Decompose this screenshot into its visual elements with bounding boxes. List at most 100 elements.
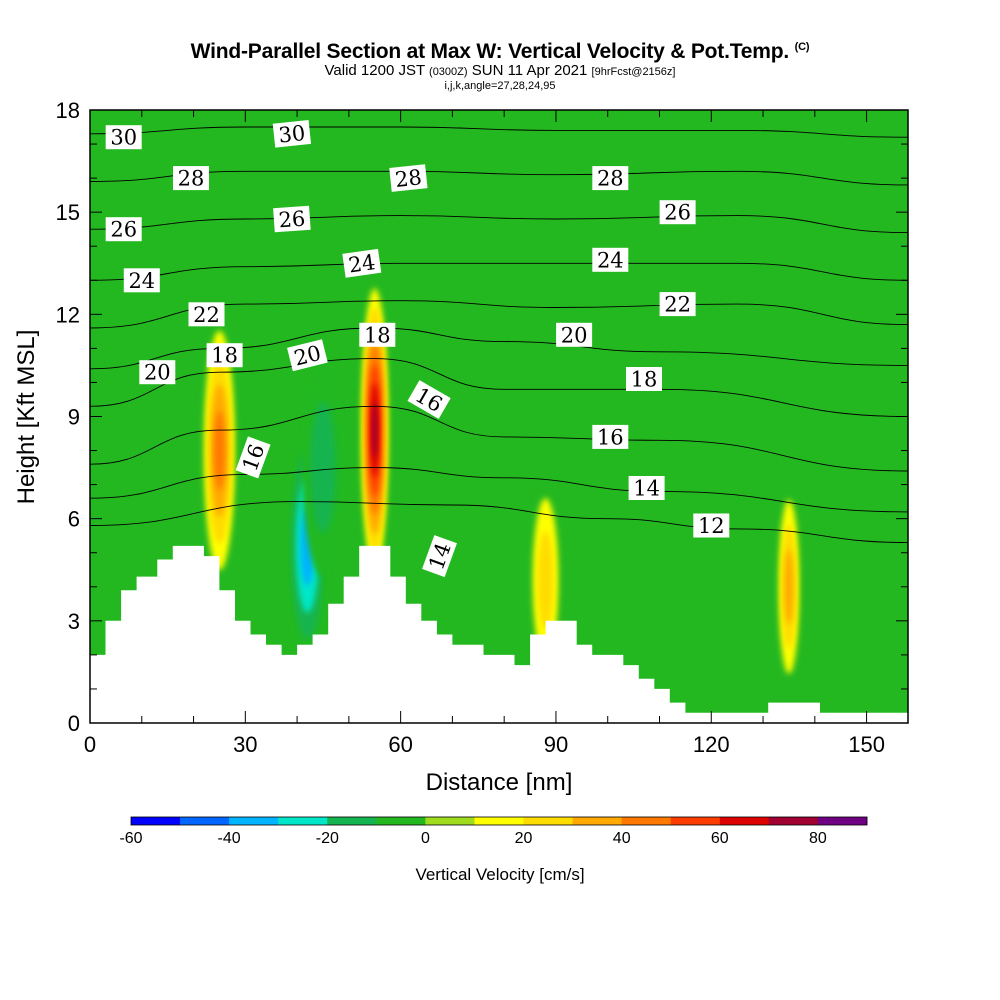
colorbar-segment [327, 817, 377, 825]
x-tick-label: 0 [84, 732, 96, 757]
colorbar-tick-label: 20 [515, 830, 533, 847]
colorbar-tick-label: -60 [119, 830, 142, 847]
isentrope-label-text: 18 [631, 368, 658, 392]
x-tick-label: 150 [848, 732, 885, 757]
y-tick-label: 0 [68, 711, 80, 736]
isentrope-label: 28 [592, 166, 629, 191]
isentrope-label-text: 24 [597, 248, 624, 272]
valid-date: SUN 11 Apr 2021 [471, 62, 588, 79]
isentrope-label-box [188, 302, 225, 327]
valid-time: Valid 1200 JST [324, 62, 425, 79]
isentrope-label: 20 [139, 360, 176, 385]
isentrope-label-text: 14 [633, 477, 660, 501]
y-axis-label: Height [Kft MSL] [13, 330, 40, 505]
isentrope-label-text: 28 [394, 165, 423, 192]
isentrope-label: 28 [389, 164, 428, 192]
colorbar-tick-label: 60 [711, 830, 729, 847]
isentrope-label: 24 [123, 268, 160, 293]
colorbar-segment [572, 817, 622, 825]
isentrope-line [90, 215, 908, 234]
velocity-cell [537, 530, 554, 630]
isentrope-label: 30 [272, 119, 312, 148]
isentrope-label-text: 22 [664, 293, 691, 317]
isentrope-label-box [105, 217, 142, 242]
isentrope-label: 24 [342, 248, 382, 278]
colorbar-segment [719, 817, 770, 825]
colorbar-tick-label: -40 [218, 830, 241, 847]
isentrope-label: 18 [206, 343, 243, 368]
colorbar-tick-label: 40 [613, 830, 631, 847]
y-tick-label: 12 [56, 302, 80, 327]
isentrope-line [90, 262, 908, 281]
isentrope-label-box [359, 322, 396, 347]
isentrope-label-text: 30 [110, 126, 137, 150]
colorbar-label: Vertical Velocity [cm/s] [415, 865, 584, 884]
isentrope-label: 12 [693, 513, 730, 538]
isentrope-label-text: 18 [211, 344, 238, 368]
isentrope-label: 18 [359, 322, 396, 347]
x-axis: 0 30 60 90 120 150 [84, 110, 885, 757]
isentrope-label: 14 [628, 476, 665, 501]
isentrope-label: 16 [592, 424, 629, 449]
isentrope-label-box [659, 200, 696, 225]
isentrope-label-text: 12 [698, 514, 725, 538]
isentrope-label: 26 [659, 200, 696, 225]
colorbar-segment [670, 817, 721, 825]
isentrope-label-text: 20 [144, 361, 171, 385]
y-tick-label: 9 [68, 405, 80, 430]
y-tick-label: 18 [56, 98, 80, 123]
isentrope-label-box [123, 268, 160, 293]
chart-title: Wind-Parallel Section at Max W: Vertical… [190, 40, 790, 63]
colorbar-segment [523, 817, 573, 825]
colorbar-segment [229, 817, 279, 825]
isentrope-label-box [659, 292, 696, 317]
isentrope-label-text: 22 [193, 303, 220, 327]
colorbar-tick-label: 0 [421, 830, 430, 847]
isentrope-label-box [389, 164, 428, 192]
isentrope-label-box [592, 424, 629, 449]
velocity-cell [214, 410, 225, 491]
isentrope-label: 18 [626, 367, 662, 392]
isentrope-label-box [139, 360, 176, 385]
valid-time-line: Valid 1200 JST (0300Z) SUN 11 Apr 2021 [… [0, 63, 1000, 80]
forecast-info: [9hrFcst@2156z] [591, 66, 676, 78]
isentrope-label-text: 26 [664, 201, 691, 225]
colorbar-tick-label: -20 [316, 830, 339, 847]
isentrope-label-text: 24 [347, 250, 377, 277]
grid-indices: i,j,k,angle=27,28,24,95 [444, 80, 556, 92]
isentrope-line [90, 501, 908, 543]
isentrope-label-box [592, 247, 629, 272]
isentrope-label-box [272, 119, 312, 148]
colorbar-segment [376, 817, 426, 825]
colorbar-segment [474, 817, 524, 825]
isentrope-label-box [206, 343, 243, 368]
isentrope-label-text: 26 [278, 207, 306, 233]
colorbar-segment [817, 817, 868, 825]
isentrope-label: 24 [592, 247, 629, 272]
chart-title-line: Wind-Parallel Section at Max W: Vertical… [0, 36, 1000, 63]
chart-header: Wind-Parallel Section at Max W: Vertical… [0, 36, 1000, 93]
isentrope-label-box [693, 513, 730, 538]
isentrope-label-box [626, 367, 662, 391]
isentrope-label-text: 20 [561, 323, 588, 347]
isentrope-line [90, 405, 908, 472]
isentrope-labels: 30 30 28 28 28 26 26 26 24 24 24 22 22 20 20 20 18 18 18 16… [105, 119, 730, 578]
isentrope-line [90, 170, 908, 186]
isentrope-label: 20 [287, 339, 328, 372]
terrain [90, 545, 908, 723]
x-tick-label: 90 [544, 732, 568, 757]
colorbar-segment [621, 817, 672, 825]
isentrope-label-box [628, 476, 665, 500]
velocity-cell [784, 549, 794, 625]
isentrope-line [90, 126, 908, 138]
y-axis: 0 3 6 9 12 15 18 [56, 98, 908, 736]
isentrope-label: 22 [659, 292, 696, 317]
colorbar-segment [131, 817, 181, 825]
isentrope-label-text: 24 [128, 269, 155, 293]
isentrope-label-box [592, 166, 629, 191]
isentrope-label-text: 26 [110, 218, 137, 242]
isentrope-label-box [235, 436, 271, 479]
velocity-cell [372, 401, 378, 459]
isentrope-label-text: 18 [364, 323, 391, 347]
velocity-field [203, 288, 800, 674]
